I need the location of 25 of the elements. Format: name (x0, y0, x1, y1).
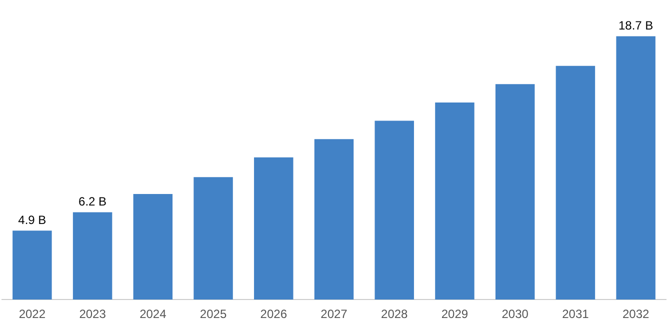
bar (435, 102, 474, 300)
x-tick-label: 2030 (502, 307, 529, 322)
bar (194, 177, 233, 300)
bar (133, 194, 173, 300)
bar (374, 120, 414, 300)
bar (314, 139, 354, 300)
x-tick-label: 2026 (260, 307, 288, 322)
bar (556, 66, 596, 300)
x-tick-label: 2024 (140, 307, 167, 322)
bar (72, 212, 112, 300)
x-tick-label: 2027 (320, 307, 348, 322)
x-tick-label: 2025 (200, 307, 227, 322)
x-tick-label: 2023 (79, 307, 106, 322)
x-tick-label: 2032 (622, 307, 650, 322)
bar (12, 230, 52, 300)
x-tick-label: 2029 (441, 307, 468, 322)
data-label: 18.7 B (618, 18, 654, 33)
x-tick-label: 2031 (562, 307, 590, 322)
bar (495, 84, 535, 300)
x-tick-label: 2028 (381, 307, 408, 322)
bar (616, 36, 656, 300)
x-tick-label: 2022 (18, 307, 46, 322)
data-label: 6.2 B (78, 194, 107, 209)
bar (254, 157, 294, 300)
data-label: 4.9 B (18, 212, 46, 227)
